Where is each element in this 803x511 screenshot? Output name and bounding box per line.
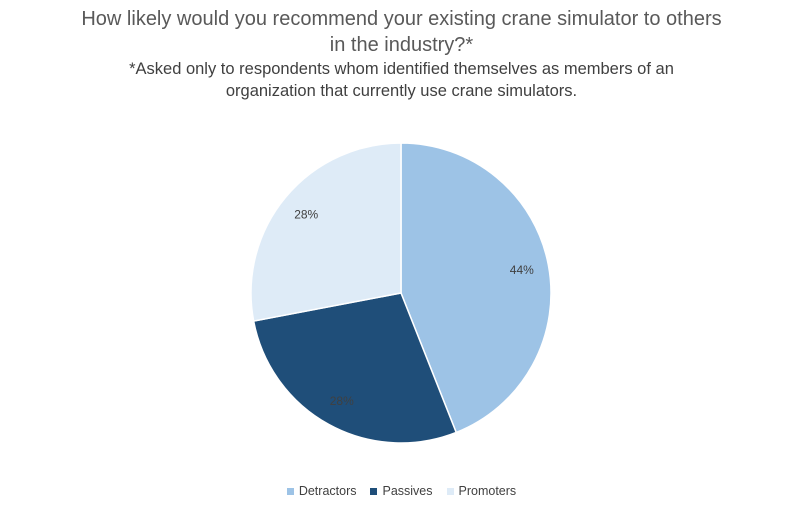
chart-title: How likely would you recommend your exis… — [0, 6, 803, 58]
pie-slice-promoters — [250, 142, 402, 322]
legend-item-detractors: Detractors — [286, 484, 357, 498]
chart-legend: Detractors Passives Promoters — [0, 484, 803, 498]
legend-label-detractors: Detractors — [298, 484, 357, 498]
chart-subtitle-line-1: *Asked only to respondents whom identifi… — [129, 60, 674, 78]
pie-slice-detractors — [400, 142, 552, 434]
legend-swatch-detractors — [286, 487, 294, 495]
chart-title-line-2: in the industry?* — [329, 34, 474, 56]
pie-slice-passives — [252, 292, 458, 444]
chart-subtitle-line-2: organization that currently use crane si… — [225, 82, 578, 100]
legend-swatch-promoters — [446, 487, 454, 495]
legend-item-passives: Passives — [370, 484, 433, 498]
legend-item-promoters: Promoters — [446, 484, 517, 498]
data-label-detractors: 44% — [510, 263, 534, 277]
legend-label-passives: Passives — [382, 484, 433, 498]
legend-label-promoters: Promoters — [458, 484, 517, 498]
legend-swatch-passives — [370, 487, 378, 495]
chart-subtitle: *Asked only to respondents whom identifi… — [0, 58, 803, 102]
data-label-passives: 28% — [330, 394, 354, 408]
data-label-promoters: 28% — [294, 208, 318, 222]
chart-title-line-1: How likely would you recommend your exis… — [81, 8, 722, 30]
